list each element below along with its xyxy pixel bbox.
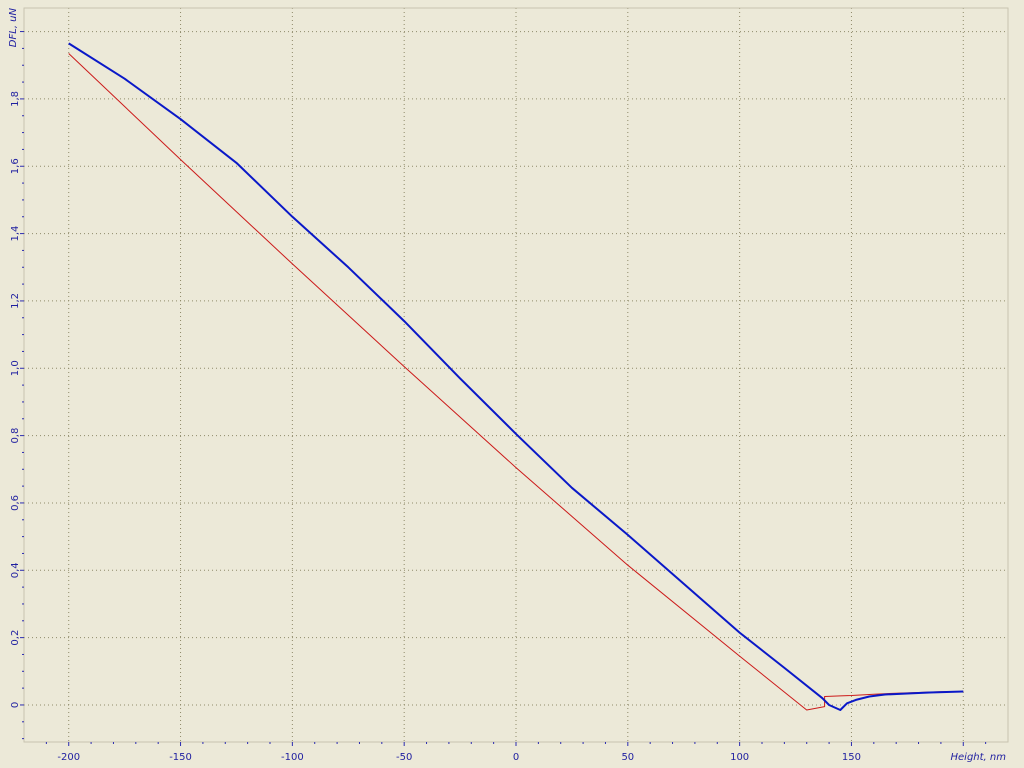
- plot-frame: [23, 7, 1009, 743]
- axes: [20, 7, 1009, 746]
- x-tick-label: -200: [57, 752, 80, 763]
- y-tick-label: 0: [10, 702, 21, 708]
- y-axis-title: DFL, uN: [8, 7, 19, 47]
- y-tick-label: 1,6: [10, 158, 21, 174]
- grid: [24, 8, 1008, 742]
- x-tick-label: 150: [842, 752, 861, 763]
- series-line-red: [68, 53, 964, 711]
- x-tick-label: -50: [396, 752, 412, 763]
- y-tick-label: 0,8: [10, 428, 21, 444]
- x-tick-label: 0: [513, 752, 519, 763]
- series-lines: [68, 42, 964, 711]
- y-tick-label: 1,2: [10, 293, 21, 309]
- series-line-blue: [68, 42, 964, 711]
- x-tick-label: -100: [281, 752, 304, 763]
- x-tick-label: -150: [169, 752, 192, 763]
- tick-labels: -200 -150 -100 -50 0 50 100 150 0 0,2 0,4 0,6 0,8 1,0…: [10, 91, 861, 763]
- y-tick-label: 0,2: [10, 630, 21, 646]
- y-tick-label: 0,6: [10, 495, 21, 511]
- y-tick-label: 1,4: [10, 226, 21, 242]
- x-axis-title: Height, nm: [951, 752, 1007, 763]
- y-tick-label: 1,8: [10, 91, 21, 107]
- y-tick-label: 1,0: [10, 360, 21, 376]
- x-tick-label: 50: [621, 752, 634, 763]
- y-tick-label: 0,4: [10, 562, 21, 578]
- x-tick-label: 100: [730, 752, 749, 763]
